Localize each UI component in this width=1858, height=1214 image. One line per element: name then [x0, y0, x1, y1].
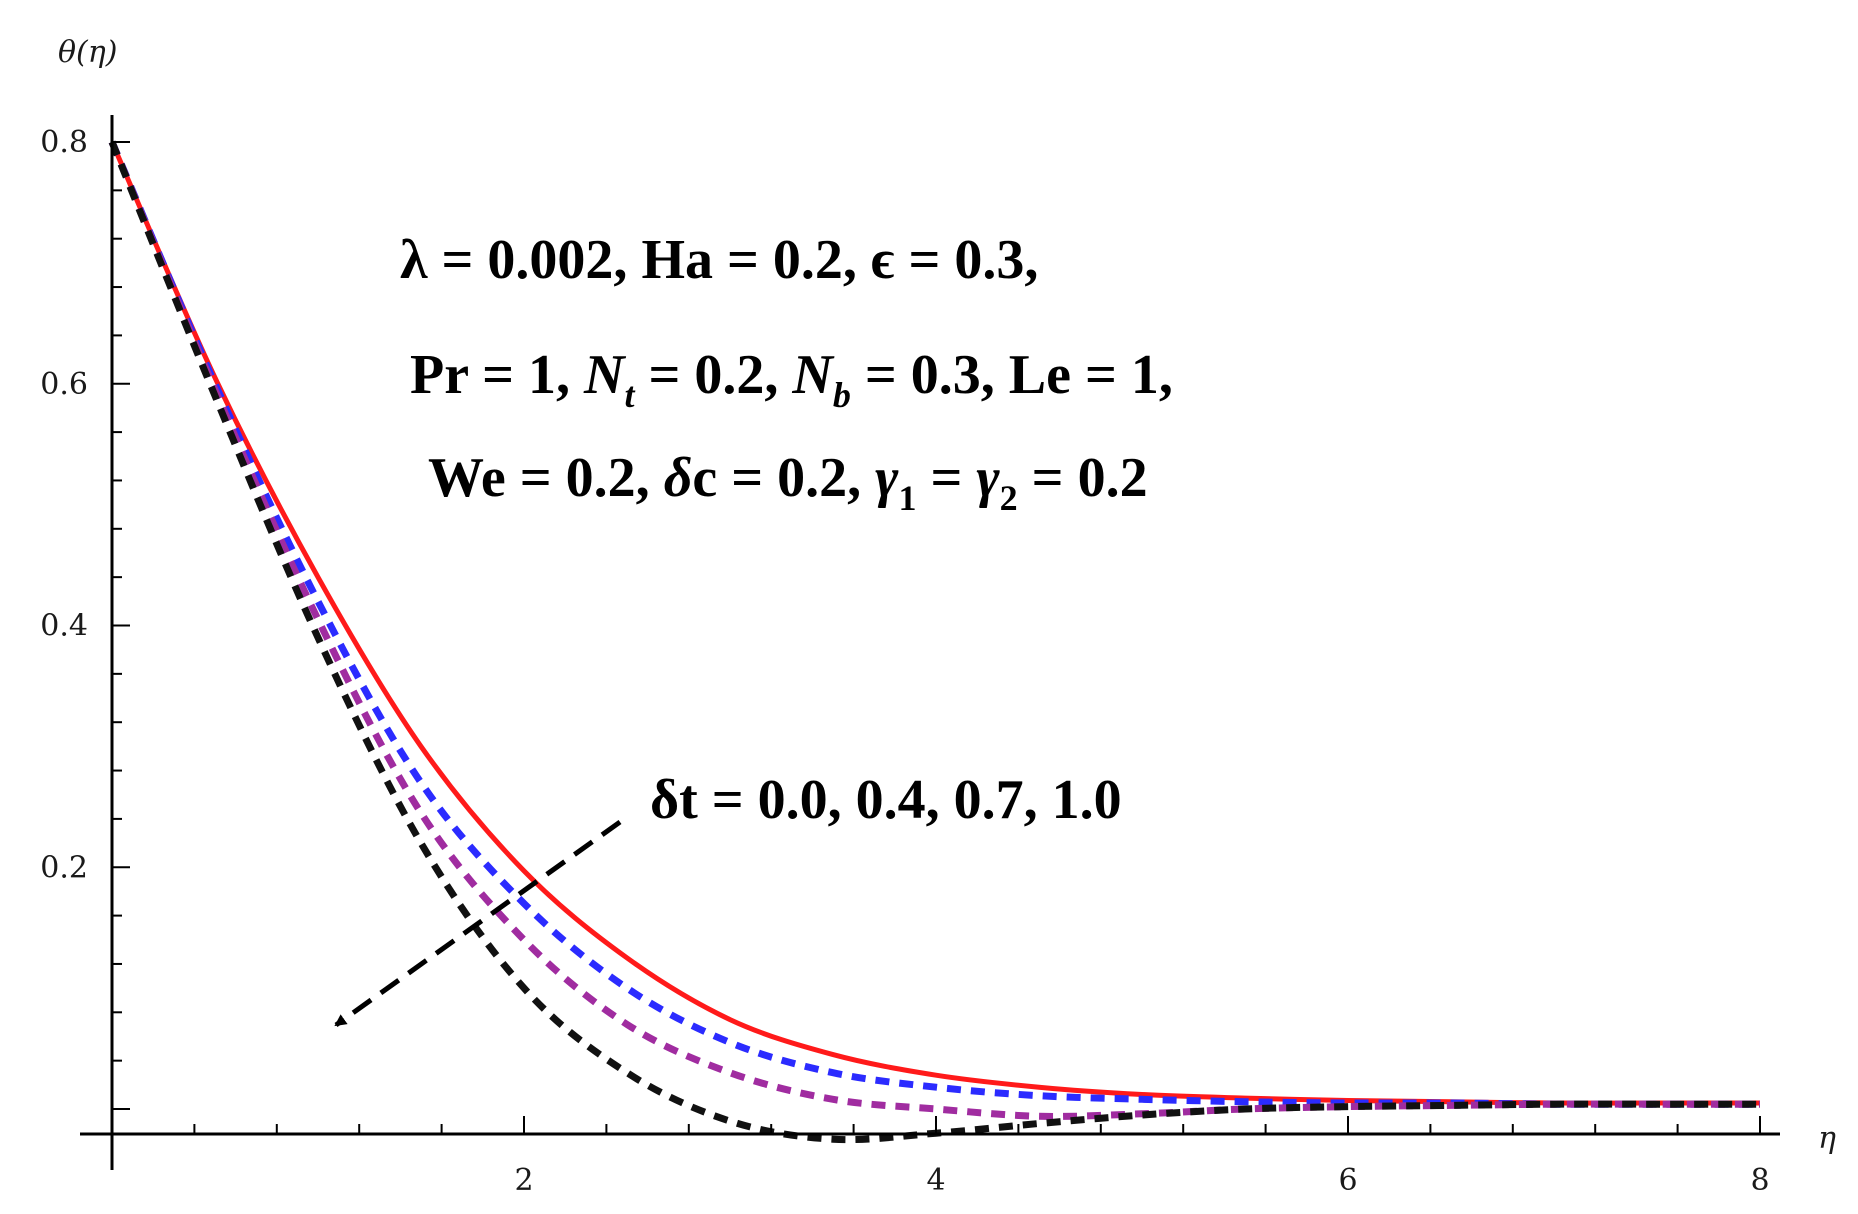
param-arrow [334, 819, 622, 1028]
annotation-line-1: λ = 0.002, Ha = 0.2, ϵ = 0.3, [400, 229, 1038, 291]
x-axis-label: η [1818, 1121, 1836, 1156]
tick-layer: 2 4 6 8 0.2 0.4 0.6 0.8 [40, 125, 1769, 1198]
x-tick-label: 6 [1338, 1163, 1357, 1198]
series-layer [108, 140, 1760, 1144]
param-label: δt = 0.0, 0.4, 0.7, 1.0 [650, 769, 1122, 831]
annotation-line-2: Pr = 1, Nt = 0.2, Nb = 0.3, Le = 1, [410, 344, 1173, 415]
x-tick-label: 8 [1750, 1163, 1769, 1198]
x-tick-label: 4 [926, 1163, 945, 1198]
annotation-line-3: We = 0.2, δc = 0.2, γ1 = γ2 = 0.2 [428, 447, 1148, 518]
x-tick-label: 2 [514, 1163, 533, 1198]
series-line-3 [108, 140, 1760, 1144]
y-tick-label: 0.2 [40, 850, 88, 885]
y-axis-label: θ(η) [58, 35, 117, 70]
y-tick-label: 0.4 [40, 609, 88, 644]
y-tick-label: 0.6 [40, 367, 88, 402]
y-tick-label: 0.8 [40, 125, 88, 160]
